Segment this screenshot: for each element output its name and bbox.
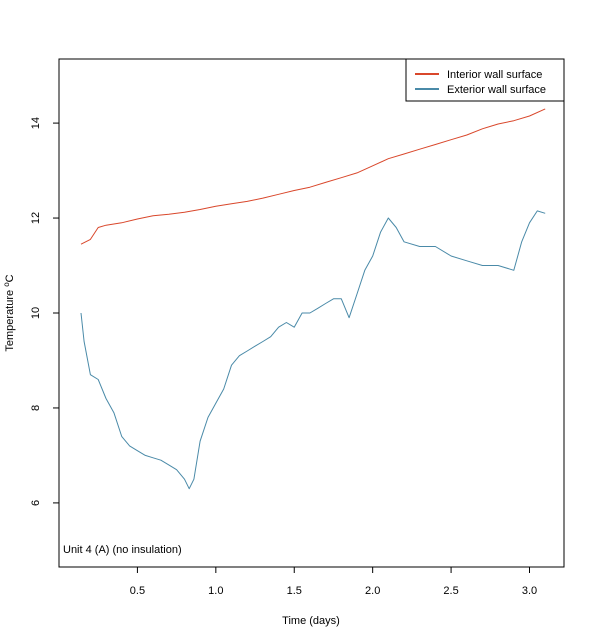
y-tick-label-1: 8 <box>30 405 42 411</box>
y-tick-label-4: 14 <box>30 117 42 129</box>
series-line-1 <box>81 211 545 489</box>
plot-frame <box>59 59 564 567</box>
y-tick-label-3: 12 <box>30 212 42 224</box>
x-axis-label: Time (days) <box>282 615 340 627</box>
y-axis-label-unit: C <box>4 274 16 282</box>
x-tick-label-0: 0.5 <box>130 585 145 597</box>
x-tick-label-1: 1.0 <box>208 585 223 597</box>
y-axis-label: Temperature oC <box>2 274 16 351</box>
y-tick-label-0: 6 <box>30 500 42 506</box>
legend-label-interior: Interior wall surface <box>447 69 542 81</box>
series-layer <box>81 109 545 489</box>
y-axis: 6 8 10 12 14 <box>30 117 59 506</box>
x-tick-label-4: 2.5 <box>443 585 458 597</box>
y-axis-label-main: Temperature <box>4 287 16 352</box>
y-tick-label-2: 10 <box>30 307 42 319</box>
x-tick-label-5: 3.0 <box>522 585 537 597</box>
legend-label-exterior: Exterior wall surface <box>447 84 546 96</box>
x-axis: 0.5 1.0 1.5 2.0 2.5 3.0 <box>130 567 537 597</box>
chart-annotation: Unit 4 (A) (no insulation) <box>63 544 182 556</box>
x-tick-label-3: 2.0 <box>365 585 380 597</box>
legend: Interior wall surface Exterior wall surf… <box>406 59 564 101</box>
x-tick-label-2: 1.5 <box>287 585 302 597</box>
series-line-0 <box>81 109 545 244</box>
